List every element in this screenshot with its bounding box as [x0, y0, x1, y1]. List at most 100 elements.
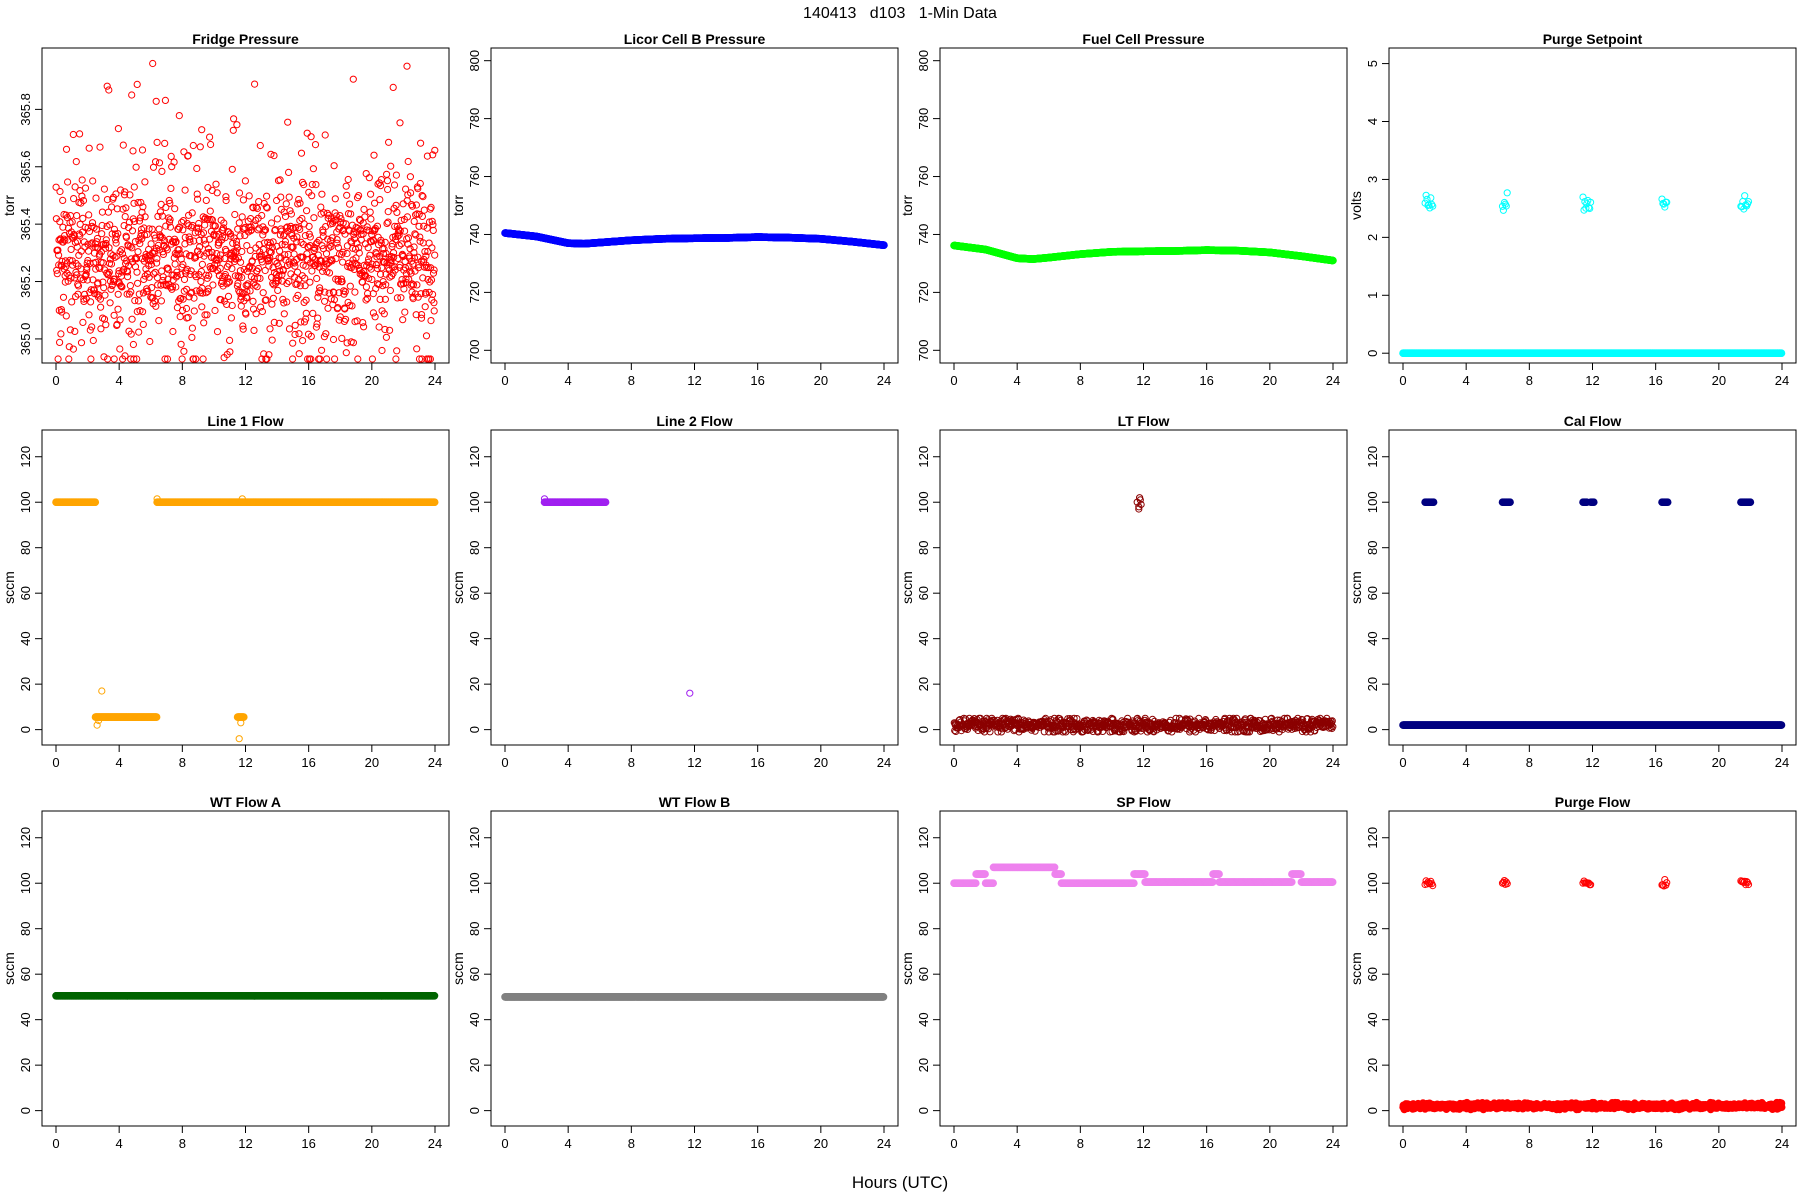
data-point — [105, 268, 113, 276]
data-point — [76, 220, 84, 228]
data-point — [222, 193, 230, 201]
data-point — [268, 336, 276, 344]
data-point — [293, 238, 301, 246]
data-point — [59, 196, 67, 204]
data-point — [429, 226, 437, 234]
data-point — [133, 268, 141, 276]
data-point — [356, 266, 364, 275]
x-tick-label: 20 — [365, 373, 379, 388]
data-point — [369, 309, 377, 317]
data-point — [409, 281, 418, 289]
data-point — [330, 296, 338, 304]
data-point — [156, 208, 164, 216]
data-point — [201, 311, 209, 319]
data-point — [195, 224, 203, 232]
data-point — [92, 225, 101, 233]
data-point — [286, 207, 294, 215]
data-point — [80, 238, 88, 246]
data-point — [209, 281, 217, 289]
data-point — [423, 152, 431, 160]
data-point — [175, 112, 183, 120]
data-point — [224, 278, 232, 287]
data-point — [366, 208, 374, 216]
data-point — [296, 282, 304, 290]
data-point — [206, 235, 214, 243]
data-point — [190, 294, 198, 302]
data-point — [380, 245, 388, 253]
data-point — [92, 194, 100, 202]
data-point — [397, 216, 405, 224]
data-point — [138, 146, 147, 154]
data-point — [154, 289, 162, 297]
y-tick-label: 780 — [916, 108, 931, 130]
data-point — [282, 200, 290, 208]
data-point — [213, 189, 221, 197]
data-point — [417, 314, 426, 322]
data-point — [261, 296, 269, 304]
y-tick-label: 700 — [467, 339, 482, 361]
data-point — [293, 268, 302, 276]
data-point — [116, 345, 124, 353]
data-point — [343, 339, 351, 347]
data-point — [188, 324, 196, 332]
data-point — [225, 228, 233, 236]
data-point — [412, 231, 420, 239]
data-point — [412, 311, 420, 319]
data-point — [93, 234, 102, 243]
data-point — [344, 175, 352, 184]
data-point — [407, 189, 415, 197]
data-point — [319, 245, 327, 253]
data-point — [187, 267, 195, 275]
data-point — [111, 253, 119, 261]
data-point — [385, 138, 393, 146]
data-point — [205, 272, 213, 280]
data-point — [85, 311, 93, 319]
data-point — [331, 195, 339, 203]
data-point — [161, 139, 169, 147]
data-point — [336, 212, 344, 220]
data-point — [149, 59, 157, 68]
data-point — [346, 282, 354, 290]
data-point — [161, 237, 169, 245]
data-point — [88, 323, 96, 331]
data-point — [361, 213, 369, 221]
data-point — [169, 327, 177, 336]
data-point — [59, 238, 67, 246]
data-point — [141, 272, 149, 280]
data-point — [400, 285, 408, 293]
y-tick-label: 4 — [1365, 118, 1380, 125]
data-point — [430, 299, 438, 307]
data-point — [166, 199, 174, 207]
series-points — [501, 229, 888, 249]
data-point — [171, 205, 179, 213]
data-point — [241, 231, 249, 239]
data-point — [367, 215, 375, 223]
data-point — [197, 267, 205, 276]
data-point — [295, 195, 303, 204]
data-point — [381, 238, 389, 246]
panel-ylabel: torr — [450, 195, 466, 216]
data-point — [181, 233, 189, 241]
data-point — [297, 149, 306, 157]
data-point — [153, 255, 161, 263]
data-point — [198, 126, 206, 134]
data-point — [235, 219, 243, 227]
data-point — [349, 75, 357, 83]
data-point — [70, 195, 78, 203]
data-point — [313, 238, 321, 247]
data-point — [59, 293, 68, 301]
series-points — [950, 241, 1337, 265]
data-point — [189, 141, 197, 150]
data-point — [117, 186, 125, 194]
data-point — [72, 158, 80, 166]
data-point — [130, 183, 138, 191]
data-point — [77, 247, 85, 255]
data-point — [399, 316, 407, 324]
data-point — [77, 339, 86, 347]
y-tick-label: 700 — [916, 339, 931, 361]
data-point — [294, 224, 302, 232]
data-point — [392, 355, 400, 363]
data-point — [147, 260, 156, 269]
data-point — [230, 115, 238, 123]
data-point — [70, 232, 78, 240]
